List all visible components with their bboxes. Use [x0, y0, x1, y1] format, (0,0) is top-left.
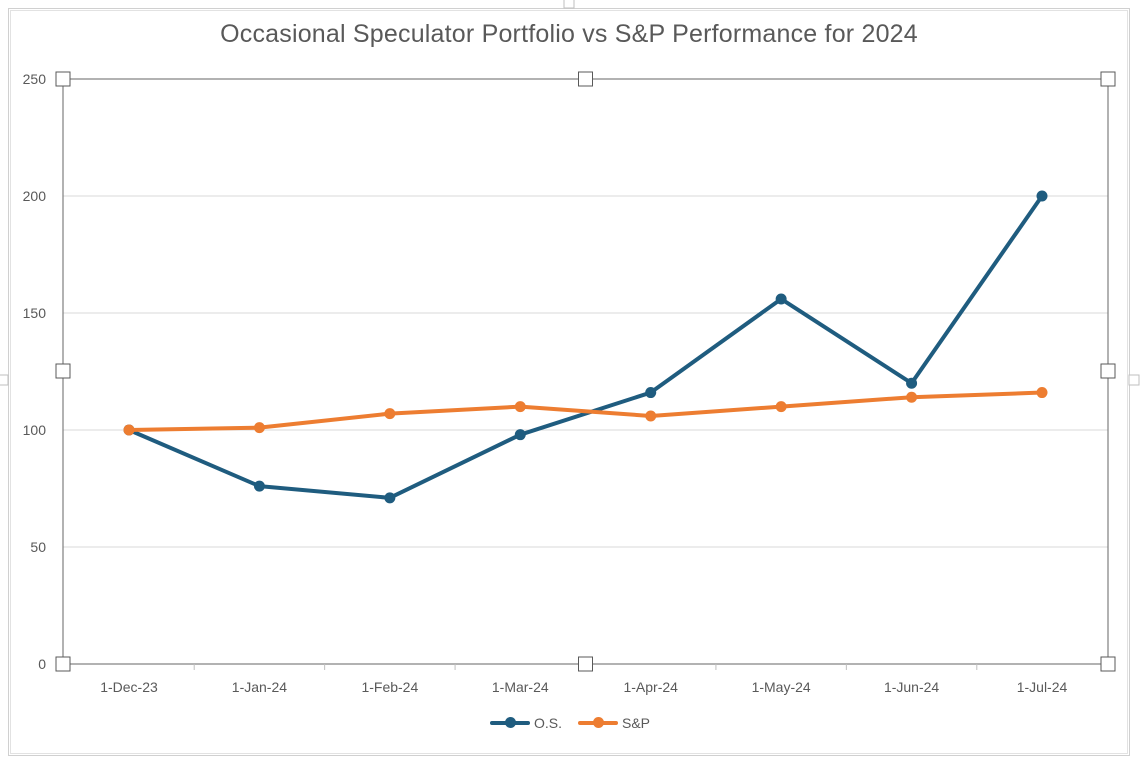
resize-handle[interactable] — [55, 363, 71, 379]
resize-handle[interactable] — [1100, 71, 1116, 87]
x-tick-label: 1-Mar-24 — [492, 679, 549, 695]
x-tick-label: 1-May-24 — [752, 679, 811, 695]
chart-title: Occasional Speculator Portfolio vs S&P P… — [220, 20, 918, 48]
data-point-os — [906, 377, 918, 389]
y-tick-label: 0 — [38, 656, 46, 672]
legend-item-os[interactable]: O.S. — [489, 715, 562, 731]
y-tick-label: 250 — [23, 71, 47, 87]
x-tick-label: 1-Feb-24 — [361, 679, 418, 695]
data-point-sp — [384, 408, 396, 420]
y-tick-label: 100 — [23, 422, 47, 438]
x-tick-label: 1-Jul-24 — [1017, 679, 1068, 695]
legend-label-os: O.S. — [533, 715, 562, 731]
x-tick-label: 1-Dec-23 — [100, 679, 158, 695]
legend-marker-os — [489, 717, 530, 729]
data-point-os — [253, 480, 265, 492]
y-tick-label: 200 — [23, 188, 47, 204]
y-tick-label: 50 — [30, 539, 46, 555]
plot-area-border — [62, 78, 1109, 665]
data-point-sp — [1036, 387, 1048, 399]
data-point-os — [775, 293, 787, 305]
data-point-sp — [645, 410, 657, 422]
chart-resize-handle[interactable] — [563, 0, 575, 9]
resize-handle[interactable] — [1100, 656, 1116, 672]
resize-handle[interactable] — [578, 656, 593, 672]
series-line-os — [127, 194, 1044, 500]
resize-handle[interactable] — [1100, 363, 1116, 379]
x-tick-label: 1-Jan-24 — [232, 679, 287, 695]
chart-resize-handle[interactable] — [0, 374, 9, 386]
data-point-sp — [253, 422, 265, 434]
legend-item-sp[interactable]: S&P — [578, 715, 650, 731]
chart-resize-handle[interactable] — [1128, 374, 1140, 386]
data-point-sp — [775, 401, 787, 413]
resize-handle[interactable] — [55, 71, 71, 87]
data-point-os — [645, 387, 657, 399]
legend-marker-sp — [578, 717, 618, 729]
data-point-os — [1036, 190, 1048, 202]
series-line-sp — [127, 390, 1044, 432]
legend-label-sp: S&P — [622, 715, 651, 731]
resize-handle[interactable] — [578, 71, 593, 87]
y-tick-label: 150 — [23, 305, 47, 321]
data-point-sp — [514, 401, 526, 413]
resize-handle[interactable] — [55, 656, 71, 672]
data-point-os — [384, 492, 396, 504]
data-point-os — [514, 429, 526, 441]
data-point-sp — [123, 424, 135, 436]
legend: O.S. S&P — [0, 715, 1140, 731]
x-tick-label: 1-Apr-24 — [623, 679, 678, 695]
data-point-sp — [906, 391, 918, 403]
x-tick-label: 1-Jun-24 — [884, 679, 939, 695]
